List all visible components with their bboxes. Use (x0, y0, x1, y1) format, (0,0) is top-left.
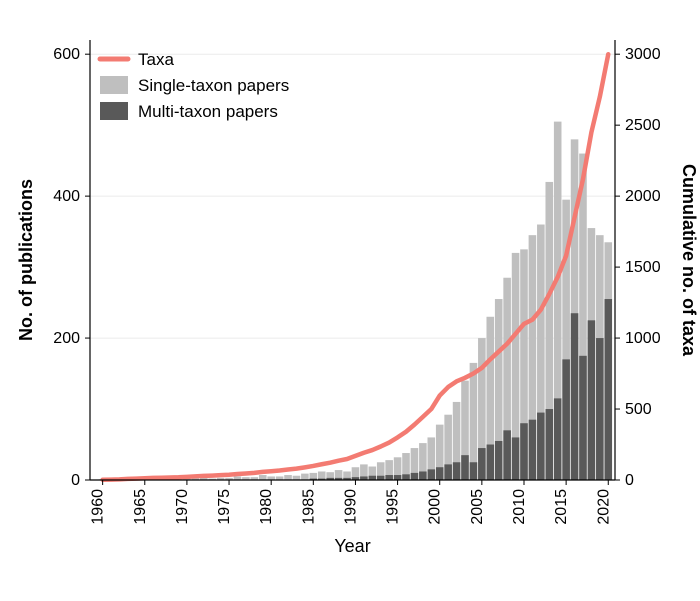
bar (529, 420, 537, 480)
bar (411, 473, 419, 480)
bar (377, 476, 385, 480)
y-left-tick-label: 400 (53, 188, 80, 205)
y-left-axis-title: No. of publications (16, 179, 36, 341)
bar (579, 356, 587, 480)
bar (293, 476, 301, 480)
bar (453, 462, 461, 480)
x-tick-label: 2005 (469, 489, 486, 525)
chart-container: 1960196519701975198019851990199520002005… (0, 0, 700, 601)
bar (588, 320, 596, 480)
bar (545, 409, 553, 480)
bar (604, 299, 612, 480)
legend-label: Taxa (138, 50, 174, 69)
y-right-tick-label: 1500 (625, 259, 661, 276)
bar (284, 475, 292, 480)
bar (461, 455, 469, 480)
bar (394, 475, 402, 480)
bar (301, 474, 309, 480)
bar (402, 474, 410, 480)
bar (486, 445, 494, 480)
bar (537, 413, 545, 480)
bar (259, 475, 267, 480)
legend-label: Multi-taxon papers (138, 102, 278, 121)
bar (562, 359, 570, 480)
y-right-tick-label: 3000 (625, 46, 661, 63)
y-right-tick-label: 2000 (625, 188, 661, 205)
bar (436, 467, 444, 480)
bar (428, 469, 436, 480)
bar (369, 476, 377, 480)
bar (385, 475, 393, 480)
x-tick-label: 2015 (553, 489, 570, 525)
x-tick-label: 2020 (595, 489, 612, 525)
bar (520, 423, 528, 480)
legend-rect-swatch (100, 102, 128, 120)
bar (596, 338, 604, 480)
bar (554, 398, 562, 480)
bar (478, 448, 486, 480)
y-left-tick-label: 0 (71, 472, 80, 489)
x-tick-label: 1985 (300, 489, 317, 525)
x-tick-label: 1965 (132, 489, 149, 525)
y-left-tick-label: 200 (53, 330, 80, 347)
x-tick-label: 1975 (216, 489, 233, 525)
bar (470, 462, 478, 480)
x-axis-title: Year (334, 536, 370, 556)
y-right-tick-label: 1000 (625, 330, 661, 347)
x-tick-label: 1960 (90, 489, 107, 525)
x-tick-label: 1980 (258, 489, 275, 525)
y-right-tick-label: 500 (625, 401, 652, 418)
x-tick-label: 1970 (174, 489, 191, 525)
y-left-tick-label: 600 (53, 46, 80, 63)
x-tick-label: 2000 (427, 489, 444, 525)
bar (503, 430, 511, 480)
bar (419, 471, 427, 480)
legend-label: Single-taxon papers (138, 76, 289, 95)
x-tick-label: 1990 (342, 489, 359, 525)
bar (495, 441, 503, 480)
y-right-tick-label: 0 (625, 472, 634, 489)
bar (571, 313, 579, 480)
x-tick-label: 1995 (385, 489, 402, 525)
y-right-tick-label: 2500 (625, 117, 661, 134)
x-tick-label: 2010 (511, 489, 528, 525)
chart-svg: 1960196519701975198019851990199520002005… (0, 0, 700, 601)
bar (512, 437, 520, 480)
legend-rect-swatch (100, 76, 128, 94)
y-right-axis-title: Cumulative no. of taxa (679, 164, 699, 357)
bar (444, 464, 452, 480)
